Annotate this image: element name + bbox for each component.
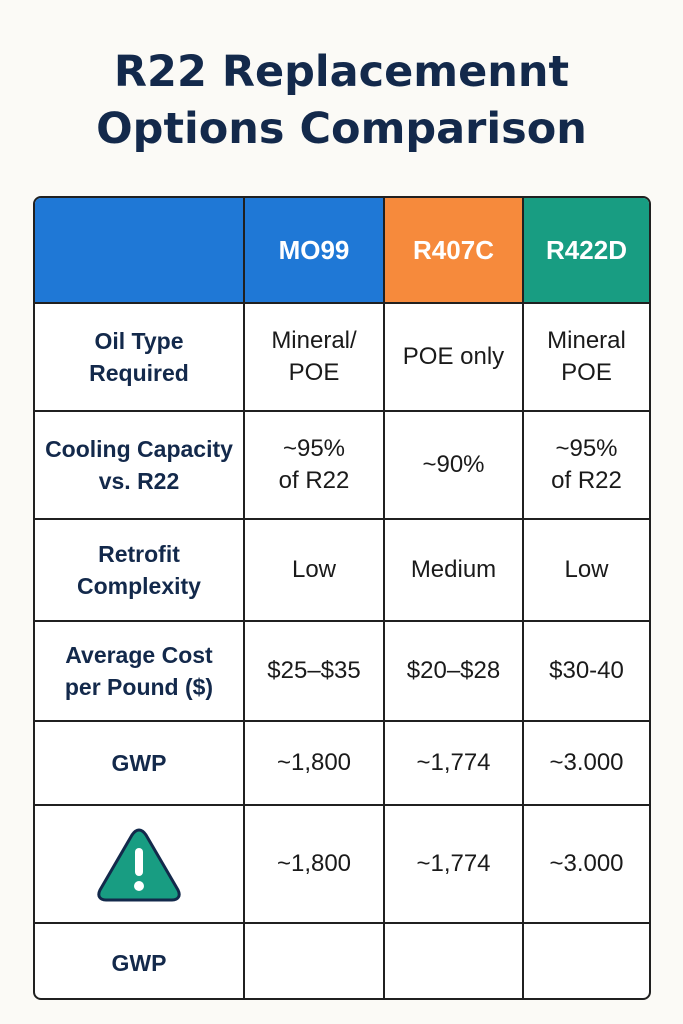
row-label-oil-type: Oil Type Required <box>35 304 245 410</box>
comparison-table: MO99 R407C R422D Oil Type Required Miner… <box>33 196 651 1000</box>
cell-r422d: Mineral POE <box>547 327 626 386</box>
cell-r422d: ~3.000 <box>549 850 624 877</box>
cell-r407c: ~90% <box>385 412 524 518</box>
cell-mo99 <box>245 924 385 998</box>
row-label-average-cost: Average Cost per Pound ($) <box>35 622 245 720</box>
row-label-retrofit-complexity: Retrofit Complexity <box>35 520 245 620</box>
cell-mo99: Low <box>245 520 385 620</box>
header-mo99: MO99 <box>245 198 385 302</box>
cell-r422d: $30-40 <box>549 657 624 684</box>
header-r422d: R422D <box>524 198 649 302</box>
row-label-gwp: GWP <box>35 722 245 804</box>
warning-triangle-icon <box>97 828 181 902</box>
table-row: GWP <box>35 924 649 998</box>
cell-r422d: ~3.000 <box>549 749 624 776</box>
cell-r407c: ~1,774 <box>385 722 524 804</box>
cell-r422d: Low <box>564 556 609 583</box>
title-line-1: R22 Replacemennt <box>113 47 570 97</box>
table-row: Retrofit Complexity Low Medium Low <box>35 520 649 622</box>
cell-r407c: ~1,774 <box>385 806 524 922</box>
table-row: Oil Type Required Mineral/ POE POE only … <box>35 304 649 412</box>
table-header-row: MO99 R407C R422D <box>35 198 649 304</box>
cell-r407c: $20–$28 <box>385 622 524 720</box>
cell-r407c: POE only <box>385 304 524 410</box>
table-row: ~1,800 ~1,774 ~3.000 <box>35 806 649 924</box>
cell-mo99: ~95% of R22 <box>245 412 385 518</box>
cell-mo99: ~1,800 <box>245 722 385 804</box>
cell-r422d: ~95% of R22 <box>551 435 622 494</box>
title-line-2: Options Comparison <box>96 104 587 154</box>
cell-r407c <box>385 924 524 998</box>
row-label-gwp-bottom: GWP <box>35 924 245 998</box>
header-empty-cell <box>35 198 245 302</box>
cell-mo99: ~1,800 <box>245 806 385 922</box>
row-label-cooling-capacity: Cooling Capacity vs. R22 <box>35 412 245 518</box>
page-title: R22 Replacemennt Options Comparison <box>0 44 683 158</box>
cell-r422d <box>524 924 649 998</box>
warning-cell <box>35 806 245 922</box>
table-row: Average Cost per Pound ($) $25–$35 $20–$… <box>35 622 649 722</box>
cell-mo99: $25–$35 <box>245 622 385 720</box>
table-row: GWP ~1,800 ~1,774 ~3.000 <box>35 722 649 806</box>
table-row: Cooling Capacity vs. R22 ~95% of R22 ~90… <box>35 412 649 520</box>
header-r407c: R407C <box>385 198 524 302</box>
cell-mo99: Mineral/ POE <box>245 304 385 410</box>
cell-r407c: Medium <box>385 520 524 620</box>
